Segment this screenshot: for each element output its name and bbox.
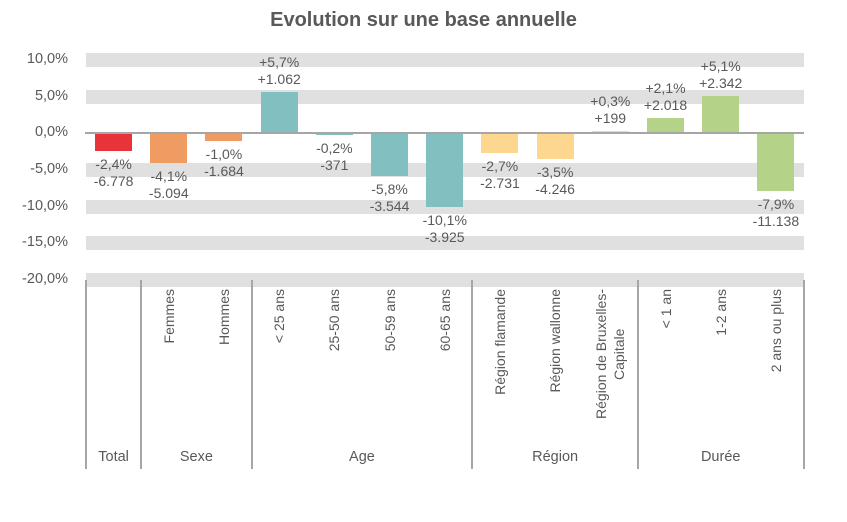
bar-value-label: -5,8% -3.544 [342,181,438,215]
y-tick-label: -10,0% [22,197,68,214]
group-label: Age [349,449,375,465]
bar-count-label: -3.544 [369,197,410,214]
y-tick-label: -15,0% [22,234,68,251]
bar-count-label: -4.246 [535,181,575,197]
category-label: 2 ans ou plus [767,289,784,373]
y-tick-label: -20,0% [22,271,68,287]
bar-value-label: -4,1% -5.094 [121,168,217,202]
y-tick-label: 0,0% [34,124,68,141]
group-separator [802,280,805,469]
y-tick-label: 5,0% [34,87,68,104]
group-label: Total [98,449,129,465]
bar [591,131,629,134]
group-label: Région [532,449,579,465]
bar [702,95,740,134]
bar [205,133,243,141]
category-label: 50-59 ans [381,289,398,352]
bar-count-label: +1.062 [257,70,301,87]
category-label: 1-2 ans [712,289,729,336]
bar-value-label: -1,0% -1.684 [176,146,272,180]
bar-value-label: +5,7% +1.062 [231,54,327,88]
bar-pct-label: +5,1% [700,57,741,74]
y-tick-label: 10,0% [26,51,68,67]
bar [95,133,133,151]
bar-pct-label: -4,1% [150,168,188,185]
bar-count-label: -2.731 [480,175,520,192]
chart-title: Evolution sur une base annuelle [270,9,577,31]
bar-pct-label: -0,2% [316,139,353,156]
bar-pct-label: +2,1% [645,79,686,96]
bar-pct-label: -7,9% [757,196,795,213]
bar-value-label: +5,1% +2.342 [673,58,769,92]
bar-value-label: +2,1% +2.018 [618,80,714,114]
bar [647,117,685,134]
bar [150,133,188,164]
category-label: 25-50 ans [326,289,343,352]
bar-value-label: -3,5% -4.246 [507,164,603,198]
group-label: Sexe [179,449,213,465]
bar-count-label: -1.684 [204,162,244,179]
bar [481,133,519,154]
bar [371,133,409,176]
bar-pct-label: -2,4% [95,155,132,172]
grid-band [86,273,804,287]
bar-count-label: +199 [594,110,627,127]
group-separator [471,280,474,469]
group-separator [636,280,639,469]
bar-value-label: -0,2% -371 [286,140,382,174]
category-label: Région wallonne [547,289,564,393]
bar-pct-label: -1,0% [205,145,243,162]
bar-count-label: -6.778 [93,172,134,189]
bar-count-label: -11.138 [752,213,800,230]
category-label: < 1 an [657,289,674,329]
bar [757,133,795,192]
zero-axis-line [85,132,804,135]
category-label: Région de Bruxelles- Capitale [593,289,628,419]
bar-pct-label: -3,5% [536,164,574,180]
bar-pct-label: +0,3% [590,93,631,110]
bar-count-label: -371 [320,156,349,173]
group-separator [250,280,253,469]
bar-value-label: +0,3% +199 [562,93,658,127]
category-label: 60-65 ans [436,289,453,352]
bar-pct-label: -5,8% [371,180,408,197]
y-tick-label: -5,0% [30,161,68,177]
group-label: Durée [700,449,741,465]
bar-pct-label: -10,1% [422,212,467,229]
grid-band [86,53,804,67]
bar-value-label: -7,9% -11.138 [728,196,824,230]
bar [536,133,574,159]
bar-value-label: -2,4% -6.778 [66,156,162,190]
bar-pct-label: +5,7% [259,53,300,70]
group-separator [140,280,143,469]
category-label: Région flamande [491,289,508,395]
bar-count-label: +2.018 [643,96,688,113]
bar-count-label: +2.342 [699,74,743,91]
bar [260,91,298,134]
bar-count-label: -5.094 [148,185,189,202]
category-label: Hommes [215,289,232,346]
grid-band [86,236,804,251]
bar [426,133,464,208]
bar-count-label: -3.925 [424,229,465,246]
group-separator [85,280,87,469]
category-label: < 25 ans [271,289,288,344]
bar-value-label: -10,1% -3.925 [397,212,493,246]
bar-pct-label: -2,7% [481,158,519,175]
bar-value-label: -2,7% -2.731 [452,158,548,192]
category-label: Femmes [160,289,177,344]
